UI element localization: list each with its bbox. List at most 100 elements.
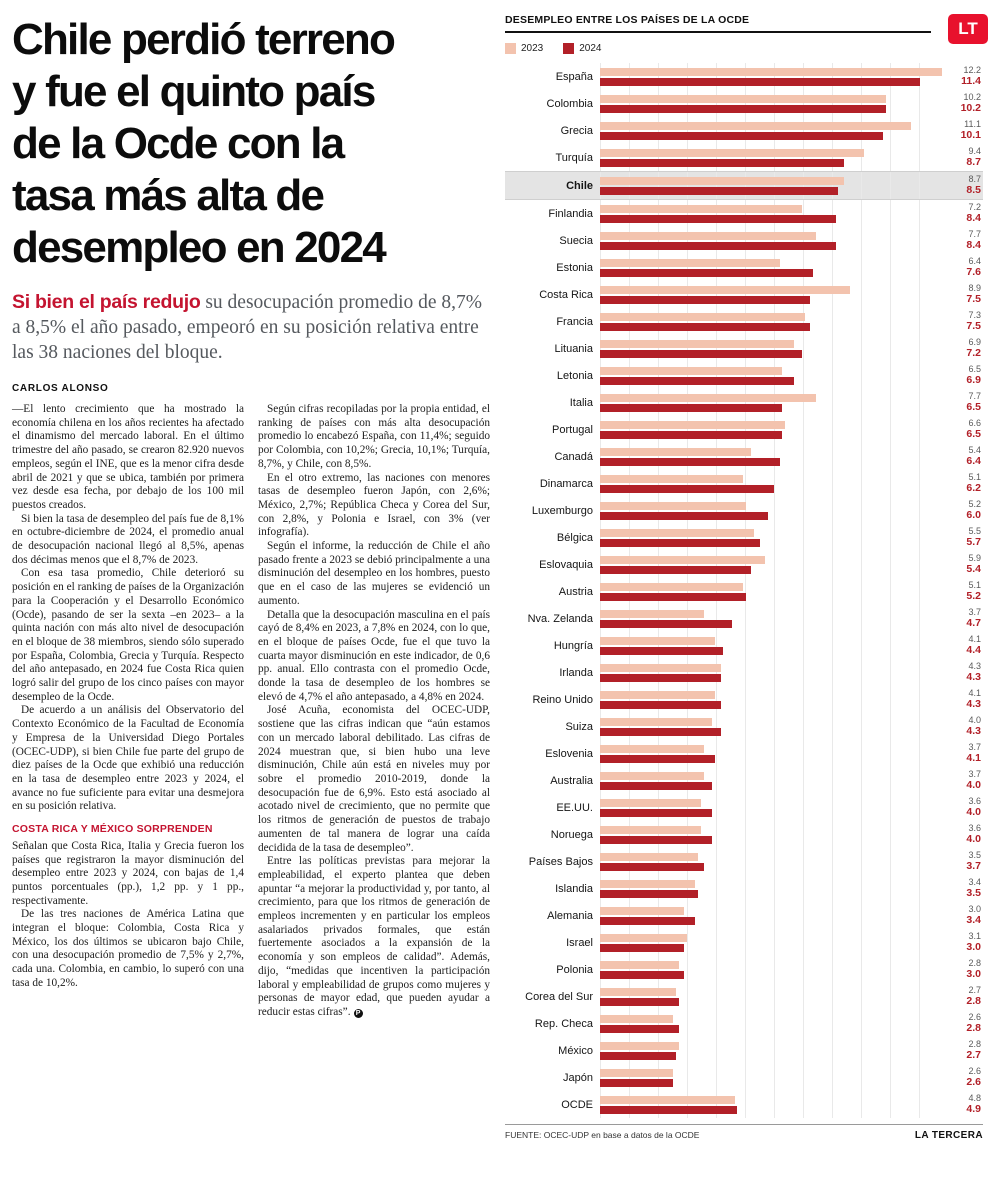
value-2023: 12.2 <box>963 65 981 76</box>
bar-2024 <box>600 241 836 250</box>
value-group: 7.2 8.4 <box>945 203 983 224</box>
chart-row: Nva. Zelanda 3.7 4.7 <box>505 605 983 632</box>
bar-group <box>600 1091 945 1118</box>
value-group: 3.6 4.0 <box>945 824 983 845</box>
value-2023: 3.5 <box>968 850 981 861</box>
bar-2024 <box>600 376 794 385</box>
value-group: 3.4 3.5 <box>945 878 983 899</box>
country-label: EE.UU. <box>556 801 593 814</box>
chart-row: Chile 8.7 8.5 <box>505 171 983 200</box>
value-2023: 5.4 <box>968 445 981 456</box>
lede-highlight: Si bien el país redujo <box>12 291 201 313</box>
bar-2023 <box>600 933 687 942</box>
bar-2024 <box>600 158 845 167</box>
body-paragraph: En el otro extremo, las naciones con men… <box>258 471 490 539</box>
value-group: 5.2 6.0 <box>945 500 983 521</box>
bar-2023 <box>600 148 864 157</box>
bar-2023 <box>600 528 755 537</box>
bar-group <box>600 551 945 578</box>
bar-2024 <box>600 1078 673 1087</box>
country-label: Nva. Zelanda <box>527 612 593 625</box>
bar-2023 <box>600 906 685 915</box>
value-2023: 10.2 <box>963 92 981 103</box>
bar-2023 <box>600 393 816 402</box>
bar-2023 <box>600 987 676 996</box>
bar-group <box>600 821 945 848</box>
country-label: Portugal <box>552 423 593 436</box>
country-label: Alemania <box>547 909 593 922</box>
column-1-top: —El lento crecimiento que ha mostrado la… <box>12 403 244 814</box>
value-2023: 2.8 <box>968 1039 981 1050</box>
chart-row: Hungría 4.1 4.4 <box>505 632 983 659</box>
value-2024: 7.2 <box>966 347 981 360</box>
value-group: 7.7 6.5 <box>945 392 983 413</box>
chart-row: Letonia 6.5 6.9 <box>505 362 983 389</box>
value-2024: 2.8 <box>966 995 981 1008</box>
value-group: 5.1 5.2 <box>945 581 983 602</box>
body-paragraph: De las tres naciones de América Latina q… <box>12 908 244 989</box>
country-label: México <box>558 1044 593 1057</box>
bar-2024 <box>600 77 920 86</box>
bar-group <box>600 227 945 254</box>
country-label: Eslovaquia <box>539 558 593 571</box>
lt-logo: LT <box>948 14 988 44</box>
value-2023: 5.5 <box>968 526 981 537</box>
value-2024: 5.4 <box>966 563 981 576</box>
bar-2023 <box>600 67 943 76</box>
bar-2023 <box>600 852 699 861</box>
country-label: España <box>555 70 593 83</box>
chart-row: Japón 2.6 2.6 <box>505 1064 983 1091</box>
bar-2023 <box>600 636 715 645</box>
bar-2023 <box>600 960 679 969</box>
value-2023: 7.7 <box>968 391 981 402</box>
value-2023: 3.6 <box>968 796 981 807</box>
value-2023: 4.8 <box>968 1093 981 1104</box>
bar-group <box>600 1010 945 1037</box>
bar-2023 <box>600 663 721 672</box>
body-paragraph: Según cifras recopiladas por la propia e… <box>258 403 490 470</box>
body-paragraph: Si bien la tasa de desempleo del país fu… <box>12 512 244 566</box>
bar-2024 <box>600 700 721 709</box>
bar-2024 <box>600 131 884 140</box>
value-2024: 10.1 <box>960 129 981 142</box>
bar-group <box>600 524 945 551</box>
value-2023: 4.3 <box>968 661 981 672</box>
bar-2024 <box>600 1024 679 1033</box>
body-paragraph: Con esa tasa promedio, Chile deterioró s… <box>12 567 244 703</box>
value-2023: 4.1 <box>968 688 981 699</box>
country-label: Colombia <box>546 97 593 110</box>
chart-row: Islandia 3.4 3.5 <box>505 875 983 902</box>
body-paragraph: —El lento crecimiento que ha mostrado la… <box>12 403 244 511</box>
legend-swatch <box>563 43 575 54</box>
value-2024: 2.6 <box>966 1076 981 1089</box>
value-2023: 7.2 <box>968 202 981 213</box>
value-2024: 2.8 <box>966 1022 981 1035</box>
country-label: Austria <box>558 585 593 598</box>
value-2023: 3.7 <box>968 607 981 618</box>
chart-row: Suiza 4.0 4.3 <box>505 713 983 740</box>
bar-2023 <box>600 176 845 185</box>
value-2023: 3.7 <box>968 742 981 753</box>
value-group: 9.4 8.7 <box>945 147 983 168</box>
bar-2023 <box>600 258 780 267</box>
body-paragraph: José Acuña, economista del OCEC-UDP, sos… <box>258 704 490 854</box>
value-group: 6.9 7.2 <box>945 338 983 359</box>
chart-row: Noruega 3.6 4.0 <box>505 821 983 848</box>
chart-row: EE.UU. 3.6 4.0 <box>505 794 983 821</box>
bar-group <box>600 632 945 659</box>
value-2023: 7.3 <box>968 310 981 321</box>
value-2024: 4.0 <box>966 806 981 819</box>
bar-group <box>600 659 945 686</box>
bar-group <box>600 902 945 929</box>
bar-group <box>600 767 945 794</box>
value-2023: 6.6 <box>968 418 981 429</box>
headline-line: Chile perdió terreno <box>12 15 396 64</box>
bar-2024 <box>600 295 811 304</box>
bar-2023 <box>600 1041 679 1050</box>
bar-2024 <box>600 646 724 655</box>
chart-footer: FUENTE: OCEC-UDP en base a datos de la O… <box>505 1124 983 1141</box>
bar-group <box>600 443 945 470</box>
bar-2023 <box>600 420 786 429</box>
chart-row: México 2.8 2.7 <box>505 1037 983 1064</box>
bar-2023 <box>600 285 850 294</box>
